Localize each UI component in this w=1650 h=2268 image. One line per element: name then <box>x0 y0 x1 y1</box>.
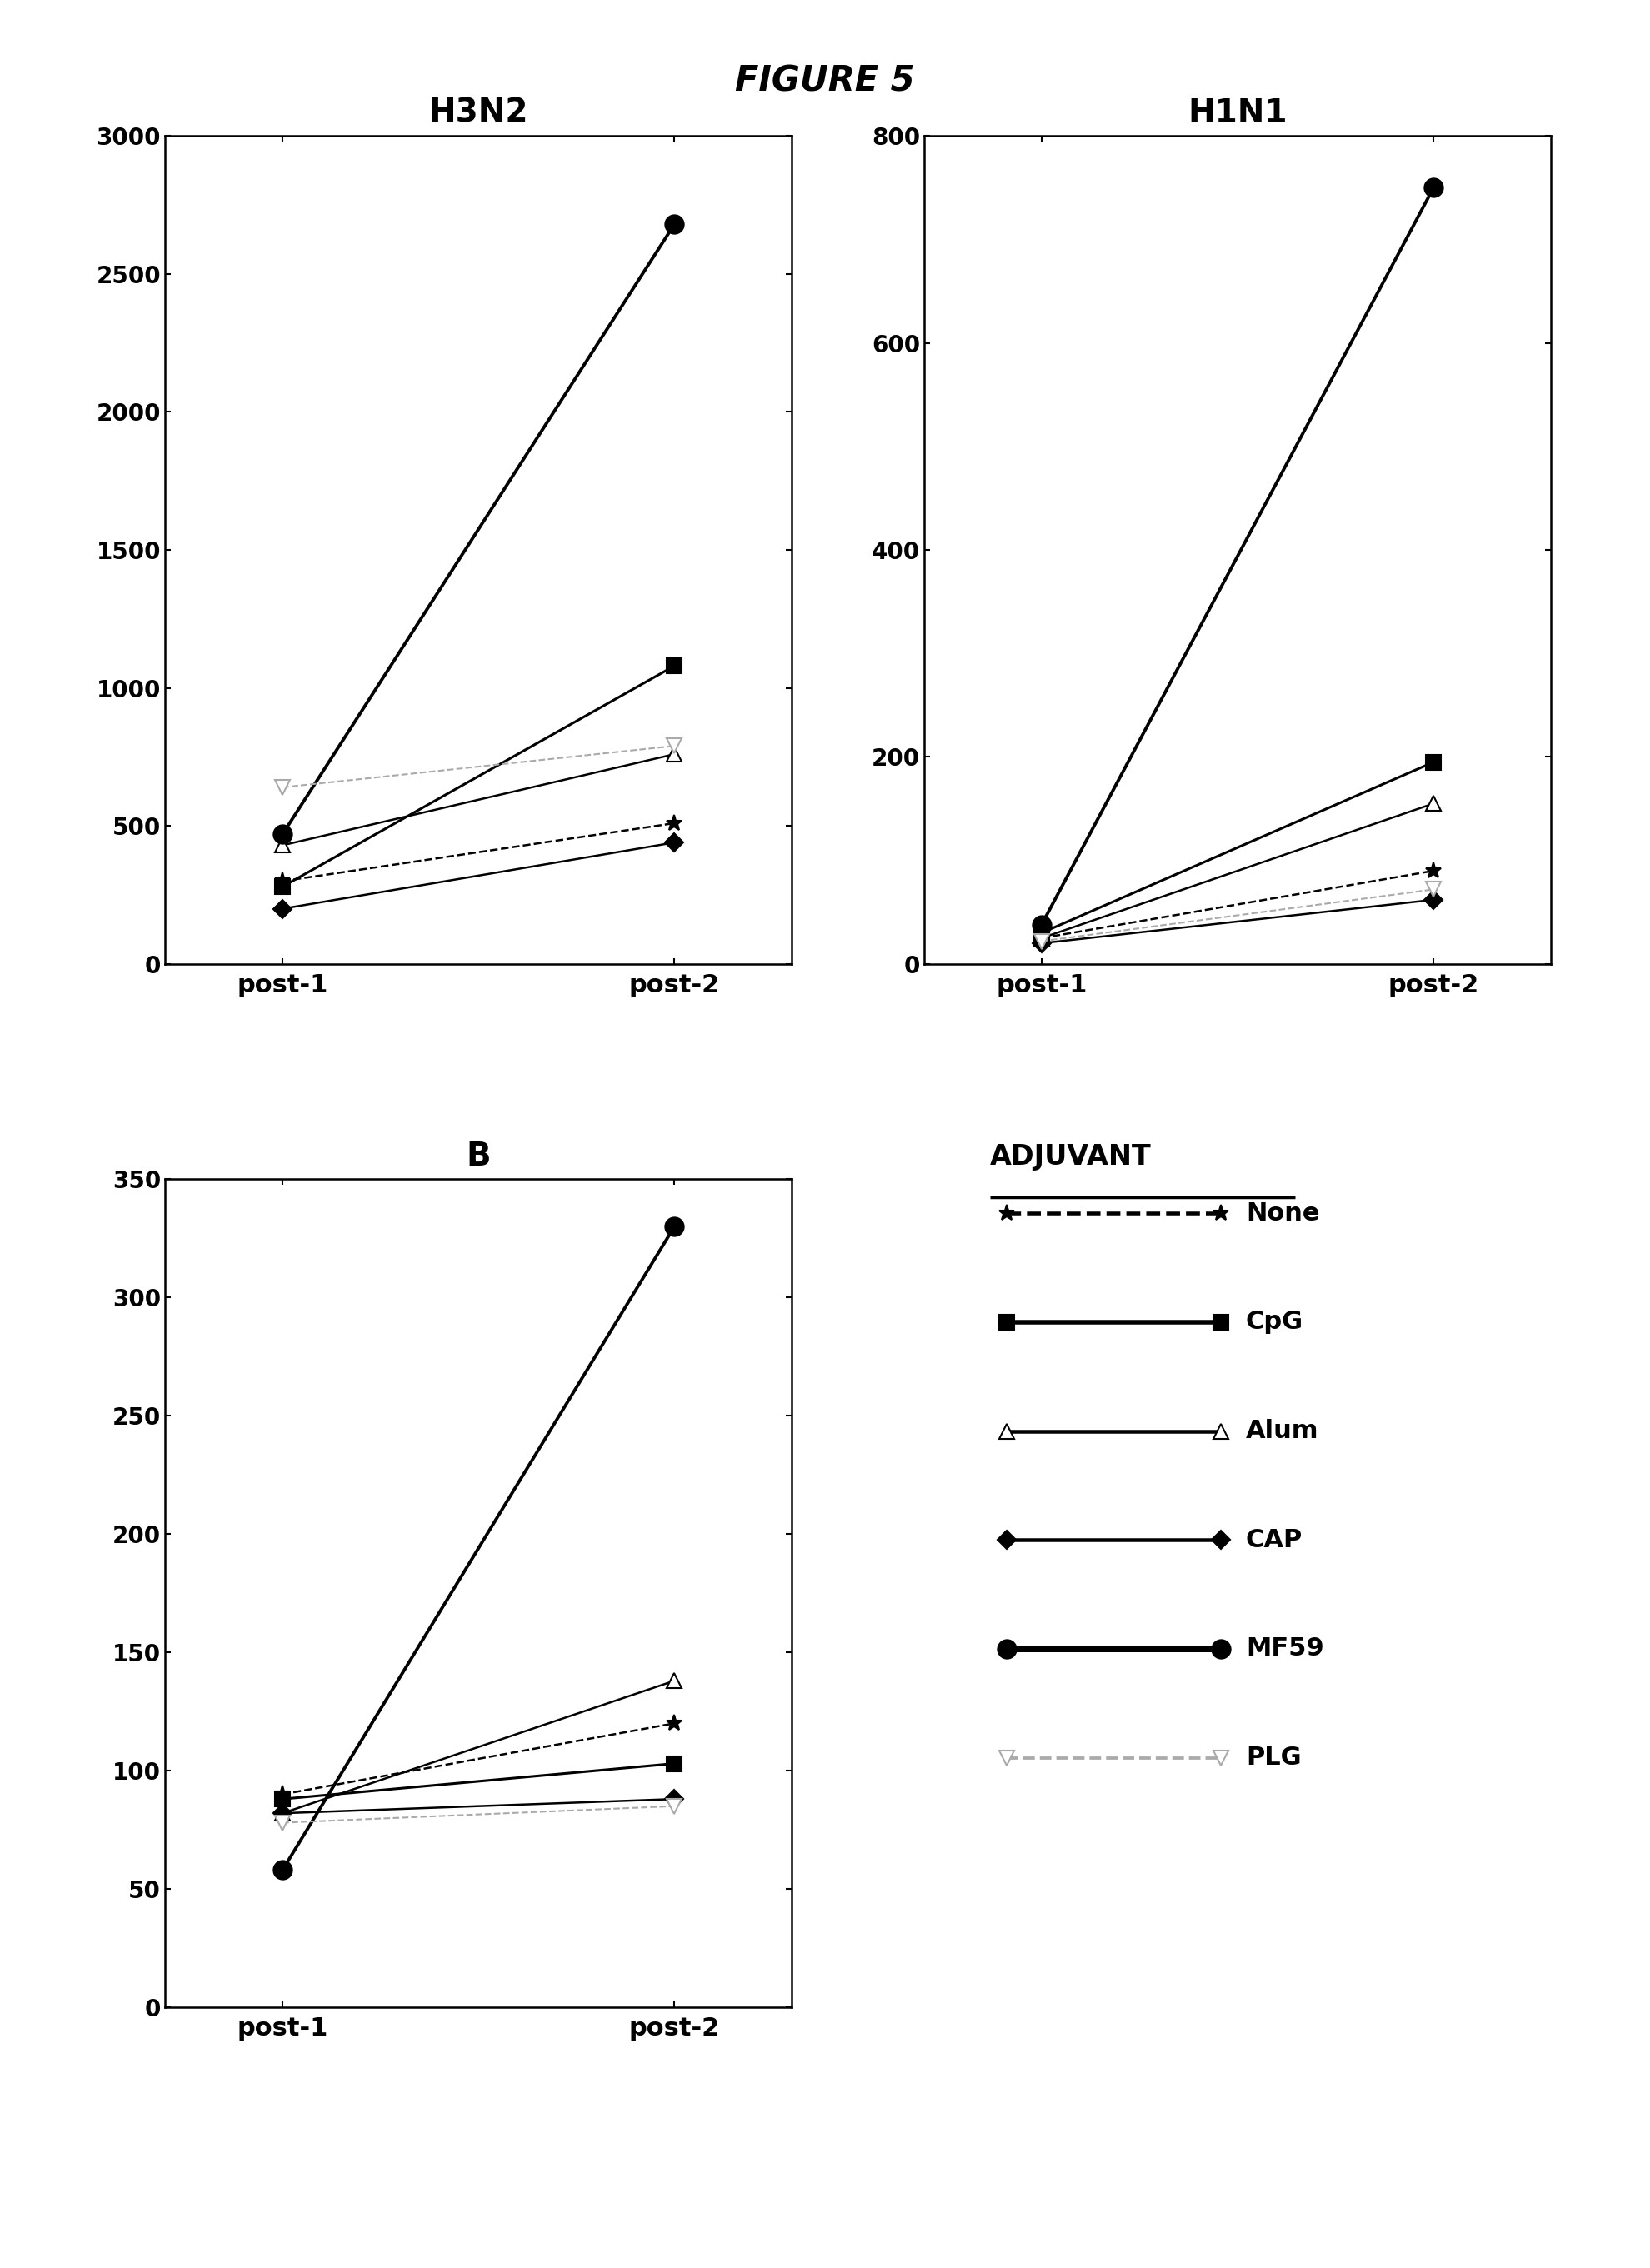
Title: H1N1: H1N1 <box>1188 98 1287 129</box>
Text: CpG: CpG <box>1246 1311 1304 1334</box>
Text: None: None <box>1246 1202 1320 1225</box>
Text: ADJUVANT: ADJUVANT <box>990 1143 1152 1170</box>
Text: Alum: Alum <box>1246 1420 1318 1442</box>
Title: H3N2: H3N2 <box>429 98 528 129</box>
Text: PLG: PLG <box>1246 1746 1302 1769</box>
Text: CAP: CAP <box>1246 1529 1302 1551</box>
Text: FIGURE 5: FIGURE 5 <box>736 64 914 98</box>
Title: B: B <box>467 1141 490 1173</box>
Text: MF59: MF59 <box>1246 1637 1323 1660</box>
